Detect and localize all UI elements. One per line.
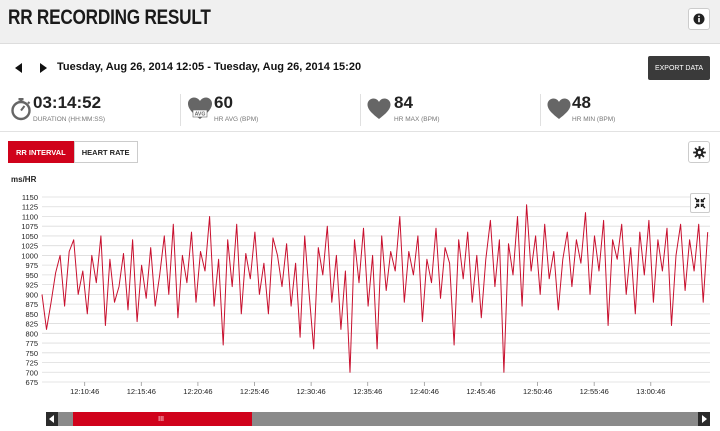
x-tick-label: 12:45:46	[466, 387, 495, 396]
y-tick-label: 725	[25, 359, 38, 368]
x-tick-label: 12:15:46	[127, 387, 156, 396]
scroll-thumb[interactable]: III	[72, 412, 252, 426]
hr-avg-label: HR AVG (BPM)	[214, 116, 259, 123]
date-navigation: Tuesday, Aug 26, 2014 12:05 - Tuesday, A…	[0, 56, 720, 82]
y-tick-label: 1100	[22, 212, 38, 221]
hr-max-value: 84	[394, 93, 413, 112]
arrow-right-icon	[702, 415, 707, 423]
x-tick-label: 12:20:46	[183, 387, 212, 396]
y-tick-label: 1125	[22, 203, 38, 212]
series-line	[41, 204, 709, 373]
scroll-right-button[interactable]	[698, 412, 710, 426]
x-tick-label: 13:00:46	[636, 387, 665, 396]
date-range: Tuesday, Aug 26, 2014 12:05 - Tuesday, A…	[57, 61, 362, 73]
scroll-grip: III	[158, 416, 165, 423]
stat-hr-avg: AVG 60 HR AVG (BPM)	[181, 88, 360, 132]
y-tick-label: 900	[25, 290, 38, 299]
heart-icon	[367, 98, 391, 119]
x-tick-label: 12:55:46	[580, 387, 609, 396]
stat-hr-max: 84 HR MAX (BPM)	[361, 88, 540, 132]
tab-rr-interval[interactable]: RR INTERVAL	[8, 141, 74, 163]
x-tick-label: 12:50:46	[523, 387, 552, 396]
y-tick-label: 800	[25, 329, 38, 338]
y-tick-label: 875	[25, 300, 38, 309]
x-tick-label: 12:10:46	[70, 387, 99, 396]
stopwatch-icon	[11, 98, 31, 121]
hr-min-label: HR MIN (BPM)	[572, 116, 616, 123]
y-tick-label: 1050	[21, 232, 38, 241]
settings-button[interactable]	[688, 141, 710, 163]
arrow-left-icon	[49, 415, 54, 423]
hr-max-label: HR MAX (BPM)	[394, 116, 440, 123]
y-tick-label: 1075	[21, 222, 38, 231]
x-tick-label: 12:35:46	[353, 387, 382, 396]
avg-badge-text: AVG	[195, 112, 206, 118]
triangle-left-icon[interactable]	[14, 62, 24, 74]
y-tick-label: 850	[25, 310, 38, 319]
triangle-right-icon[interactable]	[38, 62, 48, 74]
x-tick-label: 12:40:46	[410, 387, 439, 396]
duration-value: 03:14:52	[33, 93, 102, 112]
info-button[interactable]	[688, 8, 710, 30]
duration-label: DURATION (HH:MM:SS)	[33, 116, 106, 123]
y-tick-label: 1000	[21, 251, 38, 260]
heart-avg-icon: AVG	[188, 97, 212, 119]
heart-icon	[547, 98, 571, 119]
fullscreen-button[interactable]	[690, 193, 710, 213]
stat-duration: 03:14:52 DURATION (HH:MM:SS)	[0, 88, 180, 132]
y-tick-label: 750	[25, 349, 38, 358]
collapse-arrows-icon	[694, 197, 706, 209]
page-title: RR RECORDING RESULT	[8, 6, 211, 29]
chart-navigator-scrollbar[interactable]: III	[46, 412, 710, 426]
y-tick-label: 825	[25, 320, 38, 329]
tab-heart-rate[interactable]: HEART RATE	[73, 141, 138, 163]
gear-icon	[692, 145, 706, 159]
y-tick-label: 700	[25, 368, 38, 377]
hr-avg-value: 60	[214, 93, 233, 112]
y-tick-label: 1150	[22, 193, 38, 202]
y-tick-label: 975	[25, 261, 38, 270]
y-tick-label: 1025	[21, 242, 38, 251]
app-header: RR RECORDING RESULT	[0, 0, 720, 44]
hr-min-value: 48	[572, 93, 591, 112]
x-tick-label: 12:25:46	[240, 387, 269, 396]
info-icon	[693, 13, 705, 25]
x-tick-label: 12:30:46	[297, 387, 326, 396]
y-tick-label: 675	[25, 378, 38, 387]
chart-tabs: RR INTERVAL HEART RATE	[8, 141, 138, 163]
scroll-left-button[interactable]	[46, 412, 58, 426]
y-tick-label: 925	[25, 281, 38, 290]
rr-interval-chart[interactable]: ms/HR 675 700 725 750 775 800 825 850 875 900 925 9…	[0, 168, 720, 408]
stat-hr-min: 48 HR MIN (BPM)	[541, 88, 720, 132]
y-tick-label: 775	[25, 339, 38, 348]
stats-summary: 03:14:52 DURATION (HH:MM:SS) AVG 60 HR A…	[0, 88, 720, 132]
chart-svg: ms/HR 6757007257507758008258508759009259…	[11, 175, 710, 396]
export-data-button[interactable]: EXPORT DATA	[648, 56, 710, 80]
y-axis-label: ms/HR	[11, 175, 37, 184]
y-tick-label: 950	[25, 271, 38, 280]
